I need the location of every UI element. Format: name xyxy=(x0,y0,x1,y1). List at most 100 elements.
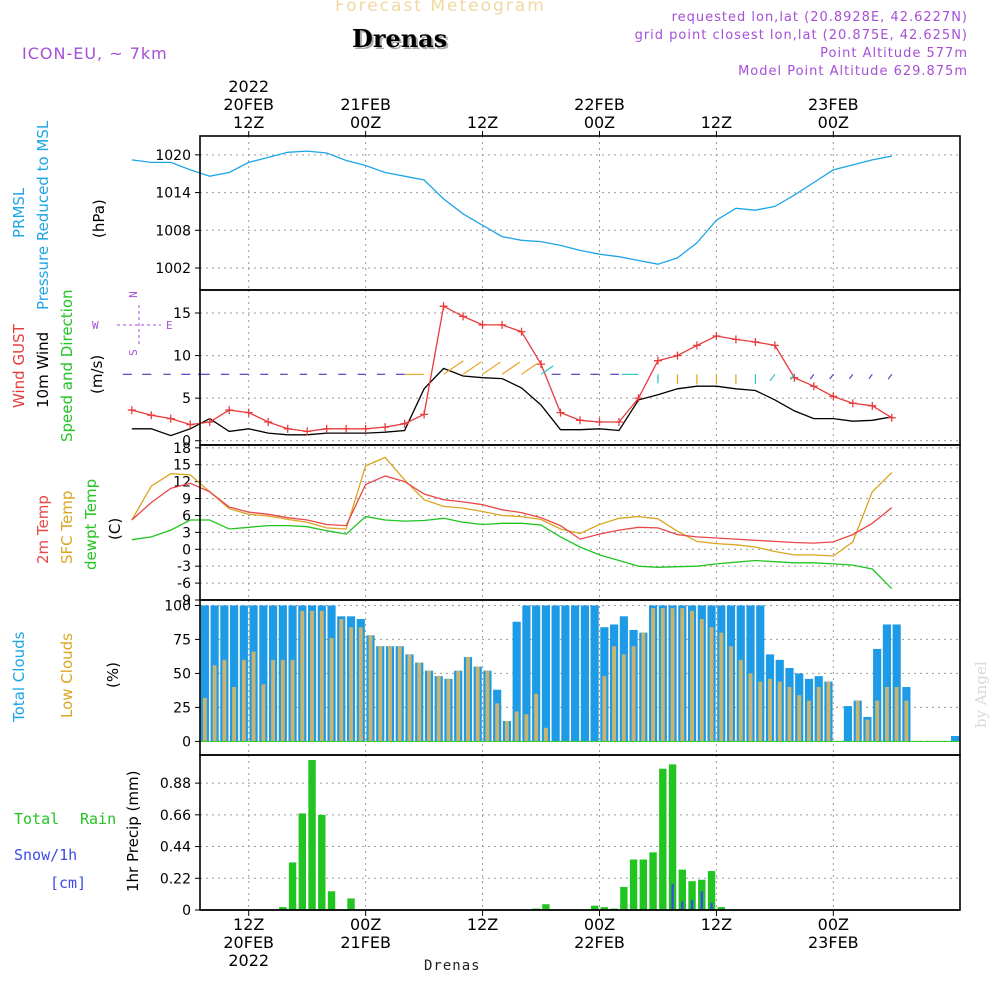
wind-arrow xyxy=(501,361,521,375)
gust-marker xyxy=(770,341,779,350)
total-cloud-bar xyxy=(951,735,960,742)
rain-bar xyxy=(659,768,667,910)
low-cloud-bar xyxy=(368,635,373,742)
y-tick-label: 1020 xyxy=(155,148,191,164)
snow-bar xyxy=(681,901,684,910)
rain-bar xyxy=(688,881,696,910)
low-cloud-bar xyxy=(865,719,870,742)
clouds-unit: (%) xyxy=(104,662,122,688)
compass-cross xyxy=(117,305,161,347)
gust-marker xyxy=(692,341,701,350)
wind-arrow xyxy=(849,373,854,380)
gust-marker xyxy=(303,427,312,436)
low-cloud-bar xyxy=(397,646,402,742)
y-tick-label: 5 xyxy=(182,391,191,407)
gust-marker xyxy=(614,418,623,427)
y-tick-label: 15 xyxy=(173,306,191,322)
y-tick-label: -9 xyxy=(177,593,191,609)
compass-south: S xyxy=(126,349,140,356)
low-cloud-bar xyxy=(738,659,743,742)
gust-marker xyxy=(478,320,487,329)
low-cloud-bar xyxy=(319,610,324,742)
low-cloud-bar xyxy=(212,665,217,742)
panel-frame xyxy=(199,754,961,911)
model-altitude: Model Point Altitude 629.875m xyxy=(738,64,968,79)
bottom-date-label: 21FEB xyxy=(340,933,391,952)
total-cloud-bar xyxy=(756,605,765,742)
low-cloud-bar xyxy=(884,687,889,742)
low-cloud-bar xyxy=(329,638,334,742)
compass-west: W xyxy=(92,319,99,332)
top-hour-label: 12Z xyxy=(467,113,498,132)
wind-direction-label: Speed and Direction xyxy=(58,289,76,442)
gust-marker xyxy=(381,423,390,432)
wind-arrow xyxy=(809,373,815,380)
gust-marker xyxy=(498,320,507,329)
y-tick-label: 6 xyxy=(182,508,191,524)
gust-marker xyxy=(420,410,429,419)
compass-east: E xyxy=(166,319,173,332)
gust-marker xyxy=(400,419,409,428)
y-tick-label: 0 xyxy=(182,734,191,750)
bottom-date-label: 20FEB xyxy=(223,933,274,952)
total-cloud-bar xyxy=(541,605,550,742)
gust-marker xyxy=(283,424,292,433)
top-hour-label: 12Z xyxy=(233,113,264,132)
rain-bar xyxy=(707,871,716,910)
rain-bar xyxy=(678,869,687,910)
snow-label: Snow/1h xyxy=(14,846,78,864)
gust-marker xyxy=(244,408,253,417)
bottom-hour-label: 12Z xyxy=(701,915,732,934)
low-cloud-bar xyxy=(514,711,519,742)
low-cloud-bar xyxy=(261,684,266,742)
footer-location: Drenas xyxy=(424,958,481,974)
gust-marker xyxy=(595,418,604,427)
y-tick-label: 0 xyxy=(182,434,191,450)
total-cloud-bar xyxy=(230,605,239,742)
rain-bar xyxy=(279,907,287,910)
y-tick-label: 18 xyxy=(173,441,191,457)
sfc-temp-line xyxy=(131,456,893,557)
low-cloud-bar xyxy=(495,703,500,742)
low-cloud-bar xyxy=(232,687,237,742)
low-cloud-bar xyxy=(758,681,763,742)
gust-marker xyxy=(439,302,448,311)
low-cloud-bar xyxy=(875,700,880,742)
point-altitude: Point Altitude 577m xyxy=(820,46,968,61)
low-cloud-bar xyxy=(504,721,509,742)
total-cloud-bar xyxy=(843,706,853,742)
snow-bar xyxy=(710,902,713,910)
top-date-label: 23FEB xyxy=(808,95,859,114)
gust-marker xyxy=(653,356,662,365)
bottom-hour-label: 00Z xyxy=(350,915,381,934)
pressure-label: Pressure Reduced to MSL xyxy=(34,120,52,310)
low-cloud-bar xyxy=(271,659,276,742)
low-cloud-bar xyxy=(456,670,461,742)
y-tick-label: 1014 xyxy=(155,186,191,202)
low-cloud-bar xyxy=(241,659,246,742)
rain-bar xyxy=(308,760,316,910)
gust-marker xyxy=(361,424,370,433)
bottom-date-label: 22FEB xyxy=(574,933,625,952)
low-cloud-bar xyxy=(787,687,792,742)
low-cloud-bar xyxy=(631,646,636,742)
top-hour-label: 00Z xyxy=(818,113,849,132)
rain-bar xyxy=(590,905,599,910)
low-cloud-bar xyxy=(797,695,802,742)
y-tick-label: 0.22 xyxy=(160,871,191,887)
snow-unit-label: [cm] xyxy=(50,874,87,892)
rain-bar xyxy=(542,904,550,910)
gust-marker xyxy=(205,418,214,427)
low-cloud-bar xyxy=(436,676,441,742)
credit-watermark: by Angel xyxy=(972,661,990,728)
rain-bar xyxy=(639,859,648,910)
low-cloud-bar xyxy=(904,700,909,742)
gust-label: Wind GUST xyxy=(10,324,28,408)
gust-marker xyxy=(712,331,721,340)
total-cloud-bar xyxy=(580,605,589,742)
dewpt-label: dewpt Temp xyxy=(82,478,100,570)
rain-bar xyxy=(288,862,297,910)
low-cloud-bar xyxy=(310,610,314,742)
low-cloud-bar xyxy=(251,651,256,742)
rain-bar xyxy=(327,891,336,910)
